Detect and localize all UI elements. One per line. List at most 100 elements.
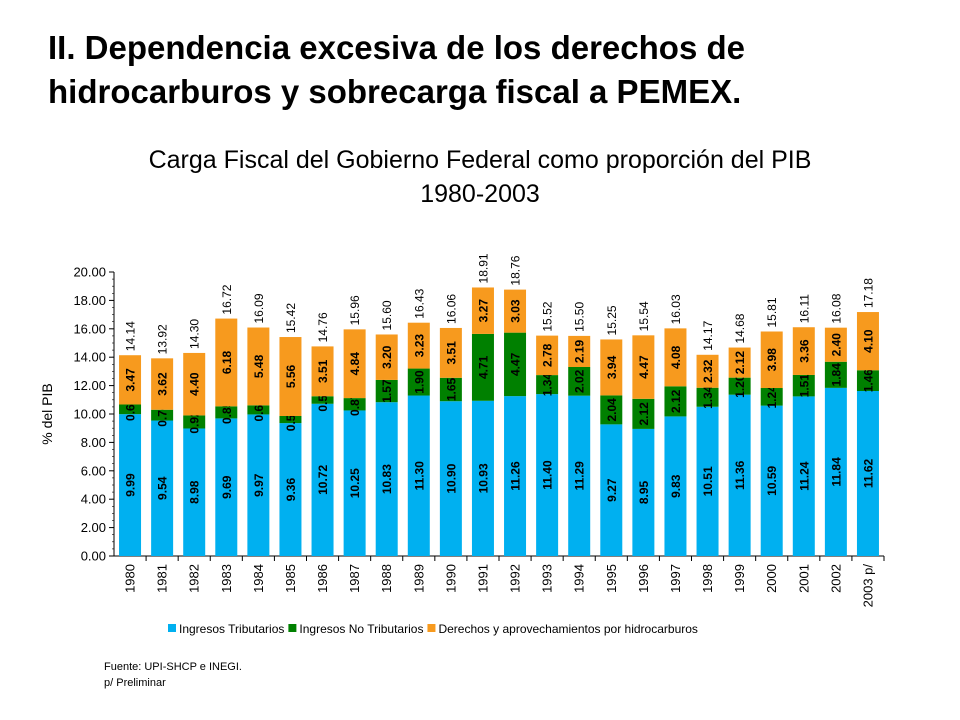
bar-value-label: 3.51 — [316, 359, 330, 383]
x-tick-label: 1987 — [347, 564, 362, 593]
legend-label-2: Ingresos No Tributarios — [299, 622, 423, 636]
x-tick-label: 1982 — [187, 564, 202, 593]
bar-segment-2 — [375, 379, 398, 403]
bar-segment-3 — [311, 346, 334, 397]
bar-value-label: 9.36 — [284, 478, 298, 502]
bar-segment-2 — [311, 396, 334, 404]
bar-segment-3 — [856, 312, 879, 371]
bar-segment-1 — [728, 394, 751, 556]
bar-value-label: 9.27 — [605, 478, 619, 502]
bar-segment-2 — [600, 395, 623, 425]
bar-segment-1 — [792, 396, 815, 556]
bar-value-label: 3.20 — [380, 345, 394, 369]
bar-value-label: 9.99 — [124, 473, 138, 497]
bar-value-label: 9.69 — [220, 475, 234, 499]
x-tick-label: 1980 — [123, 564, 138, 593]
x-tick-label: 2002 — [828, 564, 843, 593]
bar-value-label: 9.83 — [669, 474, 683, 498]
bar-value-label: 3.51 — [444, 341, 458, 365]
bar-segment-1 — [504, 396, 527, 556]
bar-total-label: 18.76 — [509, 255, 523, 285]
bar-segment-1 — [568, 395, 591, 556]
x-tick-label: 1985 — [283, 564, 298, 593]
bar-segment-1 — [215, 418, 238, 556]
slide-title-line1: II. Dependencia excesiva de los derechos… — [48, 29, 745, 66]
bar-segment-3 — [760, 331, 783, 389]
x-tick-label: 1993 — [540, 564, 555, 593]
bar-segment-2 — [247, 405, 270, 415]
legend-swatch-1 — [168, 624, 176, 632]
x-tick-label: 1990 — [443, 564, 458, 593]
bar-segment-1 — [664, 416, 687, 556]
bar-value-label: 5.48 — [252, 354, 266, 378]
bar-value-label: 4.84 — [348, 352, 362, 376]
bar-value-label: 4.40 — [188, 372, 202, 396]
chart-title: Carga Fiscal del Gobierno Federal como p… — [60, 143, 900, 211]
bar-segment-3 — [664, 328, 687, 387]
y-tick-label: 18.00 — [73, 293, 106, 308]
bar-segment-2 — [664, 386, 687, 417]
legend-swatch-3 — [427, 624, 436, 632]
bar-value-label: 3.03 — [509, 299, 523, 323]
bar-segment-2 — [119, 404, 142, 415]
x-tick-label: 1984 — [251, 564, 266, 593]
bar-segment-2 — [536, 375, 559, 395]
bar-value-label: 5.56 — [284, 365, 298, 389]
bar-segment-3 — [439, 327, 462, 378]
bar-segment-2 — [568, 366, 591, 396]
bar-value-label: 1.51 — [797, 374, 811, 398]
bar-value-label: 1.34 — [541, 373, 555, 397]
bar-value-label: 9.97 — [252, 473, 266, 497]
bar-value-label: 11.36 — [733, 460, 747, 490]
bar-value-label: 6.18 — [220, 350, 234, 374]
bar-total-label: 16.09 — [252, 293, 266, 323]
bar-total-label: 15.54 — [637, 301, 651, 331]
bar-total-label: 14.68 — [733, 313, 747, 343]
bar-value-label: 2.40 — [829, 333, 843, 357]
footnote-source: Fuente: UPI-SHCP e INEGI. — [104, 661, 242, 673]
x-tick-label: 1991 — [475, 564, 490, 593]
bar-value-label: 10.90 — [444, 463, 458, 493]
x-tick-label: 1988 — [379, 564, 394, 593]
bar-value-label: 8.98 — [188, 480, 202, 504]
bar-segment-1 — [247, 414, 270, 556]
bar-segment-2 — [856, 370, 879, 391]
bar-segment-3 — [151, 358, 174, 410]
bar-segment-2 — [792, 374, 815, 397]
bar-segment-1 — [119, 414, 142, 556]
bar-segment-1 — [536, 394, 559, 556]
bar-value-label: 3.27 — [476, 299, 490, 323]
bar-segment-3 — [247, 327, 270, 406]
bar-total-label: 14.76 — [316, 312, 330, 342]
bar-segment-3 — [471, 287, 494, 334]
footnote-preliminary: p/ Preliminar — [104, 677, 166, 689]
bar-value-label: 1.65 — [444, 378, 458, 402]
bar-segment-3 — [343, 329, 366, 399]
legend-label-3: Derechos y aprovechamientos por hidrocar… — [438, 622, 697, 636]
bar-segment-1 — [760, 405, 783, 556]
y-tick-label: 4.00 — [81, 492, 106, 507]
legend-swatch-2 — [288, 624, 297, 632]
y-tick-label: 6.00 — [81, 463, 106, 478]
bar-value-label: 2.12 — [669, 389, 683, 413]
bar-value-label: 10.93 — [476, 463, 490, 493]
bar-segment-3 — [215, 318, 238, 407]
bar-value-label: 11.30 — [412, 461, 426, 491]
chart-title-line2: 1980-2003 — [420, 180, 540, 208]
bar-segment-2 — [215, 406, 238, 419]
bar-segment-3 — [375, 334, 398, 380]
x-tick-label: 2003 p/ — [860, 564, 875, 608]
bar-value-label: 4.10 — [861, 329, 875, 353]
x-tick-label: 1983 — [219, 564, 234, 593]
bar-total-label: 14.14 — [124, 321, 138, 351]
bar-segment-3 — [279, 337, 302, 416]
bar-value-label: 1.24 — [765, 385, 779, 409]
bar-value-label: 11.40 — [541, 460, 555, 490]
bar-segment-2 — [183, 415, 206, 429]
bar-segment-2 — [824, 361, 847, 388]
slide-title-line2: hidrocarburos y sobrecarga fiscal a PEME… — [48, 73, 742, 110]
bar-segment-3 — [600, 339, 623, 396]
bar-total-label: 16.43 — [412, 288, 426, 318]
bar-segment-1 — [183, 428, 206, 556]
